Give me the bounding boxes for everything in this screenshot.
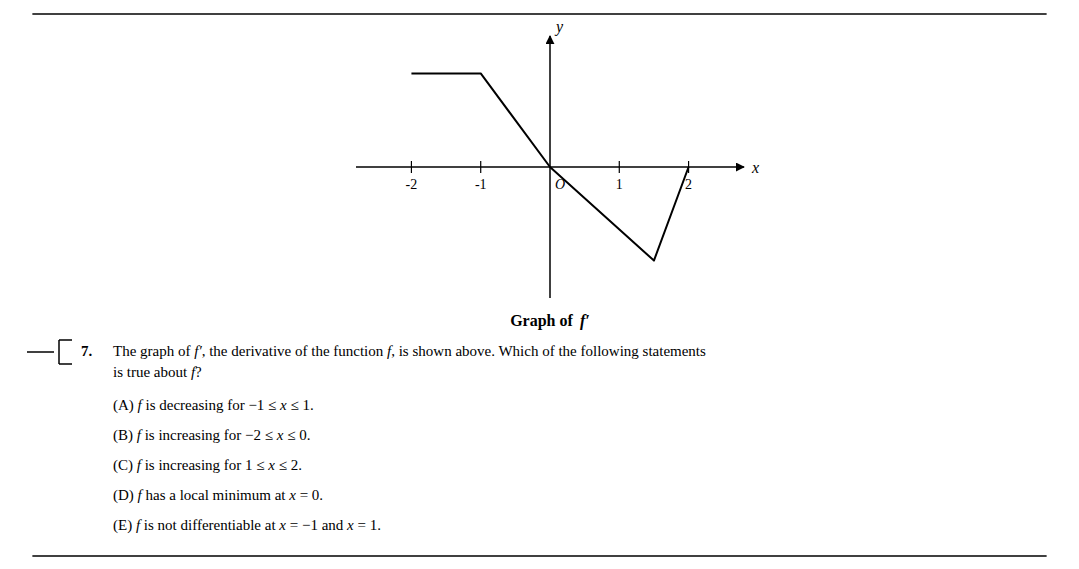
booklet-mark [27, 351, 54, 353]
chart-title: Graph of f′ [510, 312, 590, 330]
y-axis-label: y [554, 18, 564, 36]
answer-option: (C) f is increasing for 1 ≤ x ≤ 2. [113, 457, 302, 474]
x-tick-label: -2 [406, 177, 418, 192]
derivative-line [411, 73, 688, 260]
x-tick [411, 161, 412, 173]
bracket [59, 363, 72, 365]
bracket [59, 339, 72, 341]
question-text: is true about f? [113, 364, 202, 380]
question-text: The graph of f′, the derivative of the f… [113, 343, 706, 359]
x-tick [480, 161, 481, 173]
answer-option: (E) f is not differentiable at x = −1 an… [113, 517, 381, 534]
answer-option: (A) f is decreasing for −1 ≤ x ≤ 1. [113, 397, 314, 414]
bracket [58, 340, 60, 364]
answer-option: (B) f is increasing for −2 ≤ x ≤ 0. [113, 427, 310, 444]
top-border [32, 13, 1046, 15]
x-axis-label: x [751, 159, 759, 176]
bottom-border [32, 555, 1046, 557]
page: xy-2-112OGraph of f′7.The graph of f′, t… [0, 0, 1079, 569]
question-number: 7. [81, 343, 93, 359]
x-tick-label: 1 [616, 177, 623, 192]
x-tick [619, 161, 620, 173]
answer-option: (D) f has a local minimum at x = 0. [113, 487, 323, 504]
x-tick-label: 2 [685, 177, 692, 192]
x-tick-label: -1 [475, 177, 487, 192]
plot-area [411, 73, 688, 260]
